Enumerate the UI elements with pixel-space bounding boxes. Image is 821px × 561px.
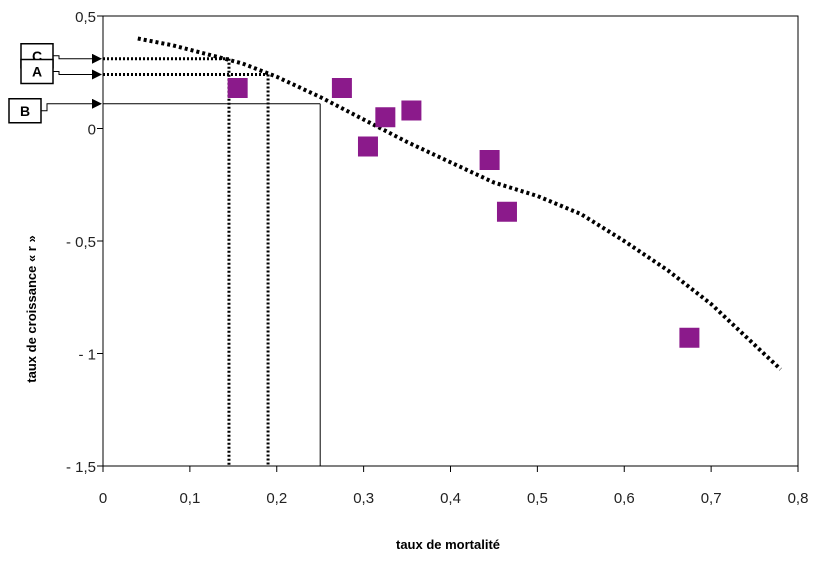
y-tick-label: - 0,5 xyxy=(66,234,96,251)
x-tick-label: 0,8 xyxy=(788,490,809,507)
x-tick-label: 0,7 xyxy=(701,490,722,507)
y-tick-label: - 1 xyxy=(78,347,96,364)
data-point xyxy=(357,136,378,157)
y-tick-label: 0,5 xyxy=(75,9,96,26)
data-point xyxy=(227,78,248,98)
x-axis-title: taux de mortalité xyxy=(396,537,500,552)
x-tick-label: 0,3 xyxy=(353,490,374,507)
x-tick-label: 0,6 xyxy=(614,490,635,507)
data-point xyxy=(401,100,422,121)
annotation-label: C xyxy=(32,48,42,64)
y-axis-title: taux de croissance « r » xyxy=(24,235,39,382)
x-tick-label: 0,2 xyxy=(266,490,287,507)
x-tick-label: 0,5 xyxy=(527,490,548,507)
plot-frame xyxy=(102,15,799,467)
x-tick-label: 0 xyxy=(99,490,107,507)
annotation-arrow xyxy=(41,98,102,112)
annotation-label: A xyxy=(32,64,42,80)
x-tick-label: 0,1 xyxy=(179,490,200,507)
y-tick-label: 0 xyxy=(88,122,96,139)
x-tick-label: 0,4 xyxy=(440,490,461,507)
data-point xyxy=(479,150,500,170)
annotation-label: B xyxy=(20,103,30,119)
annotation-arrow xyxy=(53,53,102,64)
trend-curve xyxy=(137,36,782,371)
data-point xyxy=(679,327,700,348)
data-point xyxy=(375,107,396,128)
data-point xyxy=(496,201,517,222)
annotation-arrow xyxy=(53,69,102,80)
data-point xyxy=(331,78,352,98)
y-tick-label: - 1,5 xyxy=(66,459,96,476)
annotation-box xyxy=(20,58,54,85)
